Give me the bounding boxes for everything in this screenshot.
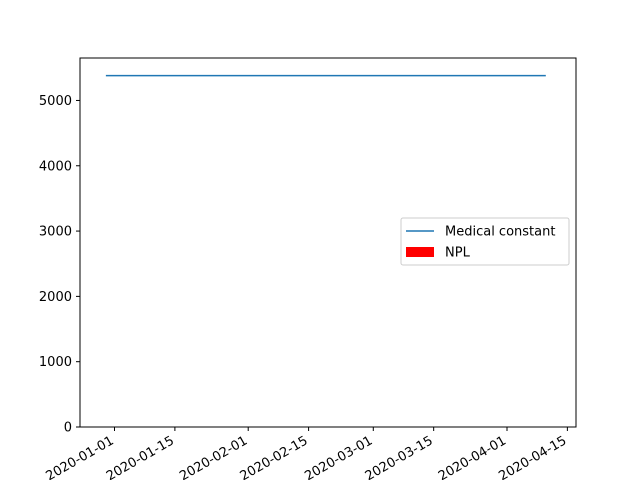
legend: Medical constant NPL	[400, 217, 570, 266]
plot-area-frame	[79, 57, 577, 428]
y-tick-label: 2000	[39, 290, 72, 305]
legend-label: Medical constant	[445, 225, 555, 240]
y-tick-label: 3000	[39, 225, 72, 240]
legend-box	[400, 217, 570, 266]
y-tick-label: 4000	[39, 159, 72, 174]
legend-swatch-bar	[406, 247, 434, 257]
y-tick-label: 1000	[39, 355, 72, 370]
legend-label: NPL	[445, 246, 471, 261]
y-axis: 0 1000 2000 3000 4000 5000	[39, 94, 80, 436]
y-tick-label: 0	[64, 421, 72, 436]
y-tick-label: 5000	[39, 94, 72, 109]
